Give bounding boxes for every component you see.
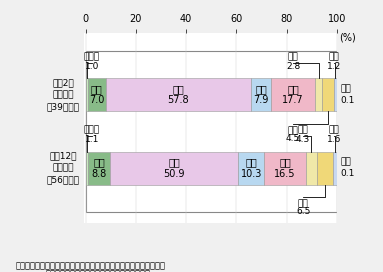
Text: 6.5: 6.5 — [296, 207, 310, 216]
Text: 四国: 四国 — [329, 126, 339, 135]
Bar — [316, 78, 322, 111]
Text: 東北: 東北 — [91, 84, 103, 94]
Bar — [317, 152, 333, 185]
Bar — [85, 78, 88, 111]
Text: 四国: 四国 — [329, 52, 339, 61]
Bar — [333, 152, 337, 185]
Bar — [88, 78, 106, 111]
Text: 1.0: 1.0 — [85, 62, 99, 71]
Text: 北海道: 北海道 — [84, 126, 100, 135]
Text: 16.5: 16.5 — [274, 169, 296, 179]
Text: 中部: 中部 — [246, 158, 257, 168]
Text: （出典）総務省情報通信政策研究所「情報通信による地域経済や地: （出典）総務省情報通信政策研究所「情報通信による地域経済や地 — [15, 262, 165, 271]
Text: 7.0: 7.0 — [89, 95, 105, 105]
Text: 0.1: 0.1 — [340, 96, 354, 105]
Text: 1.2: 1.2 — [327, 62, 341, 71]
Text: 九州: 九州 — [288, 126, 298, 135]
Bar — [251, 78, 271, 111]
Text: 中国: 中国 — [298, 126, 308, 135]
Bar — [322, 78, 334, 111]
Text: 近畿: 近畿 — [287, 84, 299, 94]
Text: 中部: 中部 — [255, 84, 267, 94]
Text: (%): (%) — [340, 33, 356, 43]
Text: 中国: 中国 — [288, 52, 298, 61]
Bar — [264, 152, 306, 185]
Bar — [88, 152, 110, 185]
FancyBboxPatch shape — [85, 51, 337, 212]
Bar — [85, 152, 88, 185]
Text: 関東: 関東 — [169, 158, 180, 168]
Text: 10.3: 10.3 — [241, 169, 262, 179]
Text: 17.7: 17.7 — [282, 95, 304, 105]
Bar — [306, 152, 317, 185]
Bar — [271, 78, 316, 111]
Text: 近畿: 近畿 — [279, 158, 291, 168]
Text: 域産業に与えるインパクトに関する調査研究」: 域産業に与えるインパクトに関する調査研究」 — [46, 270, 151, 272]
Text: 1.6: 1.6 — [327, 135, 341, 144]
Text: 沖縄: 沖縄 — [340, 158, 351, 167]
Text: 九州: 九州 — [298, 199, 308, 208]
Text: 2.8: 2.8 — [286, 62, 300, 71]
Text: 50.9: 50.9 — [164, 169, 185, 179]
Text: 北海道: 北海道 — [84, 52, 100, 61]
Bar — [110, 152, 239, 185]
Bar — [334, 78, 337, 111]
Text: 4.3: 4.3 — [296, 135, 310, 144]
Text: 57.8: 57.8 — [167, 95, 189, 105]
Text: 関東: 関東 — [172, 84, 184, 94]
Text: 沖縄: 沖縄 — [340, 85, 351, 94]
Text: 7.9: 7.9 — [253, 95, 268, 105]
Bar — [106, 78, 251, 111]
Bar — [239, 152, 264, 185]
Text: 東北: 東北 — [93, 158, 105, 168]
Text: 8.8: 8.8 — [92, 169, 107, 179]
Text: 1.1: 1.1 — [85, 135, 99, 144]
Text: 4.5: 4.5 — [286, 134, 300, 143]
Text: 0.1: 0.1 — [340, 169, 354, 178]
